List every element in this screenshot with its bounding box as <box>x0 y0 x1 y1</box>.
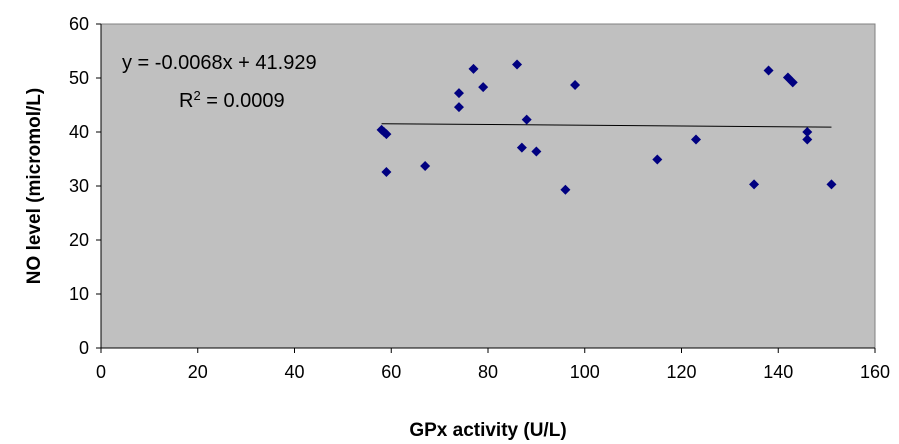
trendline-equation: y = -0.0068x + 41.929 <box>122 52 317 74</box>
data-point <box>453 88 464 99</box>
data-point <box>570 80 581 91</box>
data-point <box>802 127 813 137</box>
data-point <box>802 134 813 145</box>
data-point <box>652 154 663 165</box>
data-point <box>749 179 760 190</box>
y-tick-label: 10 <box>69 284 89 304</box>
data-point <box>521 114 532 125</box>
axes: 0 20 40 60 80 100 120 140 160 0 10 20 30 40 50 60 <box>69 14 890 382</box>
y-tick-label: 50 <box>69 68 89 88</box>
data-point <box>420 161 431 172</box>
y-tick-label: 40 <box>69 122 89 142</box>
y-tick-label: 30 <box>69 176 89 196</box>
data-point <box>531 146 542 157</box>
data-point <box>468 63 479 74</box>
data-point <box>381 166 392 177</box>
x-tick-label: 60 <box>381 362 401 382</box>
trendline-layer <box>381 123 832 128</box>
data-point <box>560 184 571 195</box>
x-tick-label: 0 <box>96 362 106 382</box>
data-point <box>691 134 702 145</box>
x-tick-label: 160 <box>860 362 890 382</box>
data-point <box>763 65 774 76</box>
x-axis-title: GPx activity (U/L) <box>409 420 566 441</box>
y-axis-title: NO level (micromol/L) <box>24 88 45 284</box>
y-tick-label: 20 <box>69 230 89 250</box>
x-tick-label: 40 <box>284 362 304 382</box>
x-tick-label: 20 <box>188 362 208 382</box>
x-tick-label: 80 <box>478 362 498 382</box>
data-point <box>516 142 527 153</box>
data-point <box>826 179 837 190</box>
plot-area <box>100 23 876 349</box>
y-tick-label: 0 <box>79 338 89 358</box>
x-tick-label: 100 <box>570 362 600 382</box>
data-point <box>512 59 523 70</box>
data-point <box>453 102 464 113</box>
r-squared-label: R2 = 0.0009 <box>179 88 285 113</box>
x-tick-label: 120 <box>666 362 696 382</box>
x-tick-label: 140 <box>763 362 793 382</box>
data-point <box>478 82 489 93</box>
trendline <box>381 123 832 128</box>
data-point <box>381 129 392 140</box>
data-point <box>787 77 798 88</box>
points-layer <box>376 59 837 195</box>
y-tick-label: 60 <box>69 14 89 34</box>
